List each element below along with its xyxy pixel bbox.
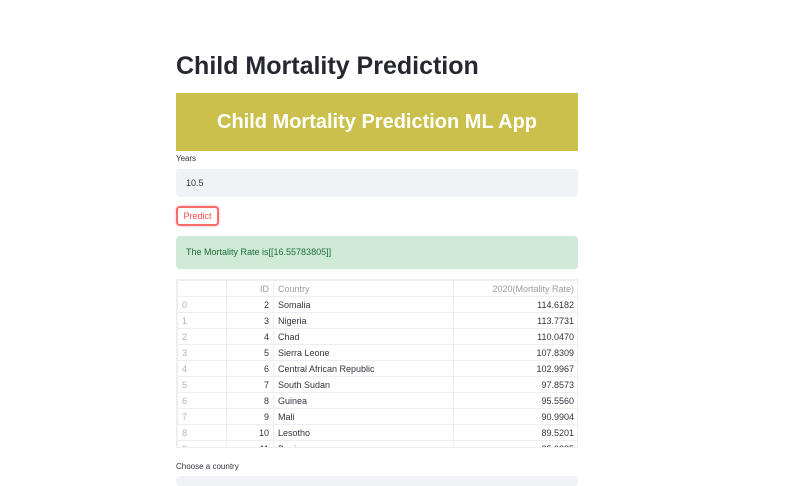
table-cell[interactable]: 0 bbox=[177, 296, 227, 313]
table-cell[interactable]: 8 bbox=[177, 424, 227, 441]
table-cell[interactable]: Benin bbox=[273, 440, 454, 447]
table-cell[interactable]: 11 bbox=[226, 440, 274, 447]
table-row: 7 9 Mali 90.9904 bbox=[177, 408, 577, 425]
app-banner: Child Mortality Prediction ML App bbox=[176, 93, 578, 151]
table-row: 0 2 Somalia 114.6182 bbox=[177, 296, 577, 313]
country-select[interactable] bbox=[176, 476, 578, 486]
table-row: 2 4 Chad 110.0470 bbox=[177, 328, 577, 345]
table-cell[interactable]: 95.5560 bbox=[453, 392, 577, 409]
table-cell[interactable]: 9 bbox=[177, 440, 227, 447]
table-header: ID Country 2020(Mortality Rate) bbox=[177, 280, 577, 297]
table-cell[interactable]: 2 bbox=[177, 328, 227, 345]
column-header-index[interactable] bbox=[177, 280, 227, 297]
table-cell[interactable]: Chad bbox=[273, 328, 454, 345]
years-input[interactable]: 10.5 bbox=[176, 169, 578, 197]
table-cell[interactable]: 3 bbox=[226, 312, 274, 329]
table-cell[interactable]: 5 bbox=[226, 344, 274, 361]
table-cell[interactable]: 7 bbox=[177, 408, 227, 425]
table-cell[interactable]: 107.8309 bbox=[453, 344, 577, 361]
table-cell[interactable]: Nigeria bbox=[273, 312, 454, 329]
table-row: 6 8 Guinea 95.5560 bbox=[177, 392, 577, 409]
table-cell[interactable]: 3 bbox=[177, 344, 227, 361]
table-cell[interactable]: South Sudan bbox=[273, 376, 454, 393]
table-cell[interactable]: 9 bbox=[226, 408, 274, 425]
table-cell[interactable]: 10 bbox=[226, 424, 274, 441]
table-row: 911Benin85.9385 bbox=[177, 440, 577, 447]
column-header-rate[interactable]: 2020(Mortality Rate) bbox=[453, 280, 577, 297]
table-cell[interactable]: Sierra Leone bbox=[273, 344, 454, 361]
page-title: Child Mortality Prediction bbox=[176, 52, 479, 80]
years-label: Years bbox=[176, 154, 197, 163]
column-header-id[interactable]: ID bbox=[226, 280, 274, 297]
table-cell[interactable]: 8 bbox=[226, 392, 274, 409]
table-cell[interactable]: 90.9904 bbox=[453, 408, 577, 425]
table-cell[interactable]: 6 bbox=[177, 392, 227, 409]
table-cell[interactable]: Somalia bbox=[273, 296, 454, 313]
table-cell[interactable]: 4 bbox=[177, 360, 227, 377]
country-select-label: Choose a country bbox=[176, 462, 239, 471]
table-cell[interactable]: 110.0470 bbox=[453, 328, 577, 345]
table-cell[interactable]: 114.6182 bbox=[453, 296, 577, 313]
table-cell[interactable]: 5 bbox=[177, 376, 227, 393]
predict-button[interactable]: Predict bbox=[176, 206, 219, 226]
table-cell[interactable]: 102.9967 bbox=[453, 360, 577, 377]
countries-table[interactable]: ID Country 2020(Mortality Rate) 0 2 Somali… bbox=[176, 279, 578, 448]
table-cell[interactable]: 89.5201 bbox=[453, 424, 577, 441]
table-cell[interactable]: 7 bbox=[226, 376, 274, 393]
table-row: 3 5 Sierra Leone 107.8309 bbox=[177, 344, 577, 361]
table-cell[interactable]: Lesotho bbox=[273, 424, 454, 441]
table-cell[interactable]: 113.7731 bbox=[453, 312, 577, 329]
table-cell[interactable]: 2 bbox=[226, 296, 274, 313]
table-cell[interactable]: 4 bbox=[226, 328, 274, 345]
table-cell[interactable]: 85.9385 bbox=[453, 440, 577, 447]
table-row: 5 7 South Sudan 97.8573 bbox=[177, 376, 577, 393]
table-cell[interactable]: Mali bbox=[273, 408, 454, 425]
result-alert: The Mortality Rate is[[16.55783805]] bbox=[176, 236, 578, 269]
table-cell[interactable]: Guinea bbox=[273, 392, 454, 409]
table-row: 4 6 Central African Republic 102.9967 bbox=[177, 360, 577, 377]
table-row: 8 10 Lesotho 89.5201 bbox=[177, 424, 577, 441]
column-header-country[interactable]: Country bbox=[273, 280, 454, 297]
table-row: 1 3 Nigeria 113.7731 bbox=[177, 312, 577, 329]
table-cell[interactable]: 97.8573 bbox=[453, 376, 577, 393]
table-cell[interactable]: 1 bbox=[177, 312, 227, 329]
table-cell[interactable]: 6 bbox=[226, 360, 274, 377]
table-cell[interactable]: Central African Republic bbox=[273, 360, 454, 377]
